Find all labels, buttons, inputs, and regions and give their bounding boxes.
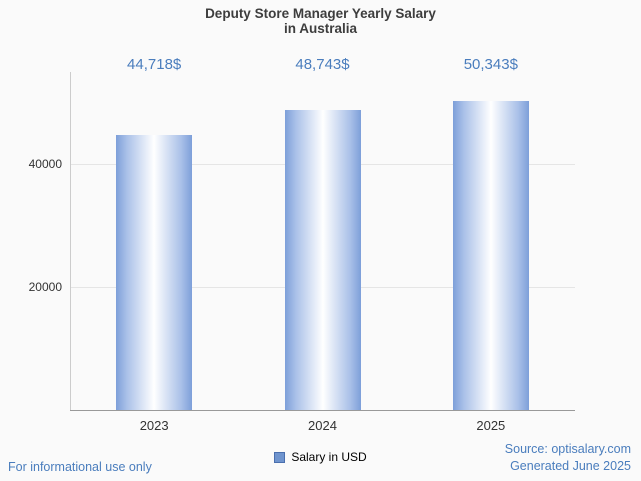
y-axis-tick-label: 20000 [28,280,62,295]
chart-title-line2: in Australia [283,21,358,36]
x-axis-label: 2023 [139,418,169,433]
legend-swatch-icon [274,451,286,463]
x-axis-label: 2025 [476,418,506,433]
legend: Salary in USD [0,450,641,464]
y-axis-tick-label: 40000 [28,157,62,172]
x-axis-label: 2024 [308,418,337,433]
chart-title: Deputy Store Manager Yearly Salary in Au… [0,6,641,36]
y-axis-line [70,72,71,410]
bar [452,100,529,410]
bar-value-label: 44,718$ [127,56,182,73]
source-info: Source: optisalary.com Generated June 20… [505,441,631,475]
bar-value-label: 48,743$ [295,56,350,73]
chart-title-line1: Deputy Store Manager Yearly Salary [205,6,436,21]
generated-line: Generated June 2025 [510,459,631,473]
source-line: Source: optisalary.com [504,442,631,456]
x-axis-line [70,410,575,411]
bar-value-label: 50,343$ [463,56,518,73]
legend-label: Salary in USD [291,450,367,464]
bar [116,135,193,410]
bar [284,110,361,410]
disclaimer-text: For informational use only [8,460,152,474]
